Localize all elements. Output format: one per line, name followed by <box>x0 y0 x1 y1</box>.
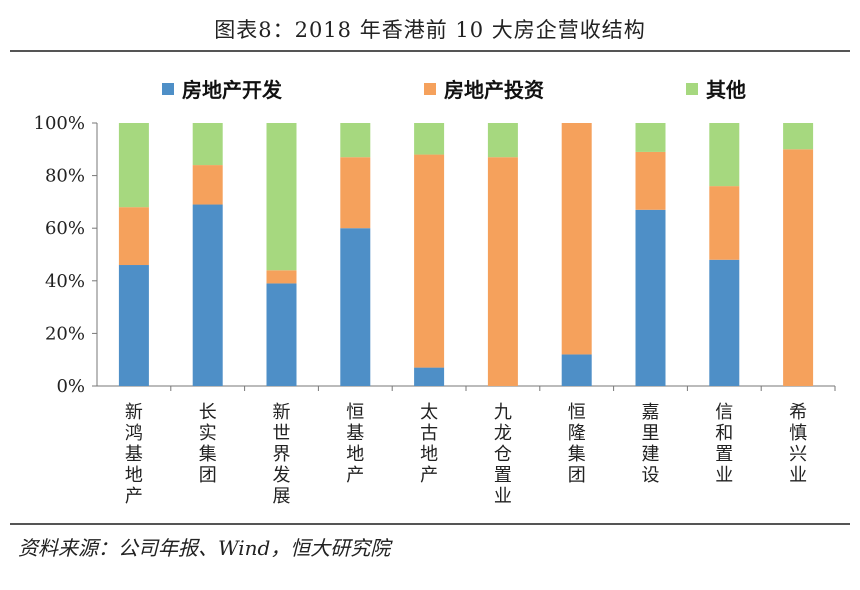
bar-segment-investment <box>118 207 149 266</box>
x-category-label: 希慎兴业 <box>789 402 807 486</box>
bar-segment-investment <box>635 151 666 210</box>
legend-item-investment: 房地产投资 <box>424 74 544 103</box>
bar-segment-other <box>414 123 445 155</box>
legend-swatch-other <box>686 82 698 95</box>
bar-segment-other <box>118 123 149 208</box>
x-category-label: 新世界发展 <box>273 402 291 507</box>
bar-segment-other <box>709 123 740 187</box>
bar-segment-development <box>709 259 740 386</box>
bar-segment-other <box>783 123 814 150</box>
bar-segment-investment <box>266 270 297 284</box>
source-divider <box>10 523 850 525</box>
bar-segment-investment <box>487 157 518 386</box>
chart-title: 图表8：2018 年香港前 10 大房企营收结构 <box>214 18 646 42</box>
bar-segment-other <box>635 123 666 152</box>
bar-segment-other <box>192 123 223 166</box>
bar-segment-investment <box>340 157 371 229</box>
y-tick-label: 20% <box>45 323 85 344</box>
bar-segment-development <box>192 204 223 386</box>
y-tick-label: 80% <box>45 166 85 187</box>
legend: 房地产开发 房地产投资 其他 <box>0 74 860 104</box>
y-tick-label: 100% <box>34 113 85 134</box>
bar-segment-other <box>340 123 371 158</box>
title-divider <box>10 50 850 52</box>
y-tick-label: 60% <box>45 218 85 239</box>
bar-segment-development <box>118 265 149 386</box>
x-category-label: 嘉里建设 <box>642 402 660 486</box>
x-category-label: 信和置业 <box>715 402 733 486</box>
x-category-label: 恒隆集团 <box>568 402 586 486</box>
y-tick-label: 0% <box>56 376 85 397</box>
bar-segment-investment <box>414 154 445 368</box>
bar-segment-investment <box>709 186 740 260</box>
x-category-label: 恒基地产 <box>346 402 364 486</box>
stacked-bar-chart: 0% 20% 40% 60% 80% 100% 新鸿基地产 长实集团 新世界发展 恒基地产 太古地产… <box>34 113 836 507</box>
bar-segment-other <box>266 123 297 271</box>
y-tick-label: 40% <box>45 271 85 292</box>
bar-segment-development <box>414 367 445 386</box>
bar-segment-development <box>561 354 592 386</box>
x-category-label: 太古地产 <box>420 402 438 486</box>
legend-swatch-investment <box>424 82 436 95</box>
bar-segment-investment <box>192 165 223 205</box>
legend-item-development: 房地产开发 <box>162 74 282 103</box>
x-category-label: 长实集团 <box>199 402 217 486</box>
legend-swatch-development <box>162 82 174 95</box>
x-category-label: 九龙仓置业 <box>494 402 512 507</box>
bar-segment-investment <box>783 149 814 386</box>
legend-label-development: 房地产开发 <box>182 78 282 102</box>
x-category-label: 新鸿基地产 <box>125 402 143 507</box>
bar-segment-development <box>635 209 666 386</box>
legend-label-other: 其他 <box>706 78 746 102</box>
bar-segment-investment <box>561 123 592 355</box>
bar-segment-other <box>487 123 518 158</box>
legend-label-investment: 房地产投资 <box>444 78 544 102</box>
bar-segment-development <box>266 283 297 386</box>
legend-item-other: 其他 <box>686 74 746 103</box>
source-note: 资料来源：公司年报、Wind，恒大研究院 <box>18 536 391 560</box>
bar-segment-development <box>340 228 371 386</box>
